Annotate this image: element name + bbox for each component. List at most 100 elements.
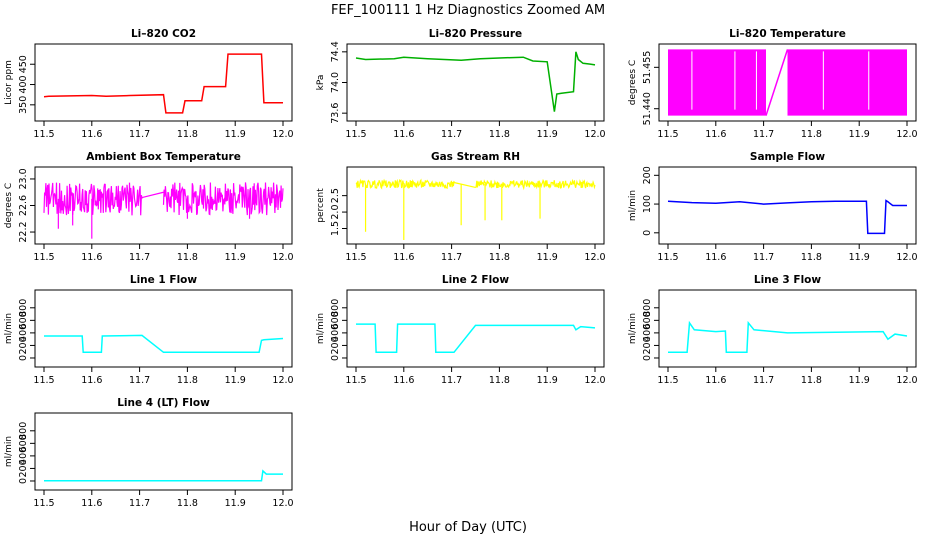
- panel-title: Li–820 CO2: [131, 28, 196, 40]
- plot-area: [44, 334, 284, 354]
- y-axis-label: ml/min: [4, 436, 14, 467]
- plot-frame: [346, 166, 605, 245]
- x-tick-label: 11.5: [33, 375, 54, 386]
- y-tick-label: 600: [642, 311, 653, 329]
- series-line: [355, 178, 455, 190]
- x-tick-label: 11.6: [705, 252, 726, 263]
- y-tick-label: 400: [18, 447, 29, 465]
- chart-panel-2: Li–820 Pressure kPa 11.5 11.6 11.7 11.8 11.9 12…: [316, 28, 606, 140]
- series-line: [668, 320, 908, 354]
- y-axis-label: kPa: [316, 75, 326, 91]
- series-line: [43, 182, 143, 216]
- x-tick-label: 12.0: [272, 375, 293, 386]
- series-line: [162, 182, 284, 216]
- chart-panel-1: Li–820 CO2 Licor ppm 11.5 11.6 11.7 11.8 11.9 1…: [4, 28, 294, 140]
- panel-title: Li–820 Temperature: [729, 28, 846, 40]
- y-tick-label: 100: [642, 195, 653, 213]
- x-tick-label: 11.5: [345, 375, 366, 386]
- plot-frame: [34, 166, 293, 245]
- panel-title: Line 3 Flow: [754, 274, 821, 286]
- x-tick-label: 11.9: [537, 252, 558, 263]
- series-line: [475, 178, 596, 191]
- x-tick-label: 12.0: [896, 129, 917, 140]
- plot-frame: [346, 289, 605, 368]
- x-tick-label: 11.9: [849, 375, 870, 386]
- chart-panel-6: Sample Flow ml/min 11.5 11.6 11.7 11.8 11.9 12.…: [628, 151, 918, 263]
- panel-title: Line 4 (LT) Flow: [117, 397, 210, 409]
- x-tick-label: 11.9: [537, 129, 558, 140]
- x-tick-label: 11.8: [489, 375, 510, 386]
- x-tick-label: 11.6: [393, 252, 414, 263]
- series-line: [43, 53, 283, 114]
- y-tick-label: 22.6: [18, 195, 29, 216]
- data-band: [668, 49, 766, 116]
- y-axis-label: ml/min: [4, 313, 14, 344]
- x-tick-label: 11.9: [849, 129, 870, 140]
- y-tick-label: 200: [642, 166, 653, 184]
- x-tick-label: 11.5: [345, 129, 366, 140]
- panel-title: Gas Stream RH: [431, 151, 520, 163]
- y-tick-label: 2.5: [330, 188, 341, 203]
- chart-panel-10: Line 4 (LT) Flow ml/min 11.5 11.6 11.7 11.8 11…: [4, 397, 294, 509]
- plot-frame: [658, 166, 917, 245]
- x-tick-label: 11.7: [129, 252, 150, 263]
- plot-area: [356, 323, 596, 354]
- x-tick-label: 11.8: [489, 129, 510, 140]
- y-tick-label: 22.2: [18, 221, 29, 242]
- x-tick-label: 11.7: [441, 129, 462, 140]
- y-tick-label: 0: [330, 355, 341, 361]
- plot-area: [43, 53, 283, 114]
- data-band: [787, 49, 907, 116]
- x-tick-label: 11.9: [849, 252, 870, 263]
- y-tick-label: 400: [18, 324, 29, 342]
- y-axis-label: percent: [316, 188, 326, 223]
- chart-panel-5: Gas Stream RH percent 11.5 11.6 11.7 11.8 11.9…: [316, 151, 606, 263]
- plot-area: [43, 182, 284, 239]
- y-tick-label: 23.0: [18, 168, 29, 189]
- y-tick-label: 0: [642, 355, 653, 361]
- x-tick-label: 11.6: [705, 129, 726, 140]
- x-tick-label: 11.8: [489, 252, 510, 263]
- y-tick-label: 0: [642, 230, 653, 236]
- figure-title: FEF_100111 1 Hz Diagnostics Zoomed AM: [331, 3, 605, 18]
- panel-title: Line 1 Flow: [130, 274, 197, 286]
- y-tick-label: 800: [330, 299, 341, 317]
- y-tick-label: 350: [18, 96, 29, 114]
- series-line: [44, 469, 283, 482]
- x-tick-label: 11.7: [129, 375, 150, 386]
- x-tick-label: 11.7: [753, 252, 774, 263]
- y-tick-label: 200: [642, 336, 653, 354]
- series-line: [356, 323, 596, 354]
- y-tick-label: 200: [18, 459, 29, 477]
- plot-frame: [658, 289, 917, 368]
- x-tick-label: 11.5: [657, 375, 678, 386]
- x-tick-label: 11.8: [177, 129, 198, 140]
- plot-area: [668, 320, 908, 354]
- x-tick-label: 11.9: [225, 498, 246, 509]
- chart-panel-8: Line 2 Flow ml/min 11.5 11.6 11.7 11.8 11.9 12.…: [316, 274, 606, 386]
- plot-frame: [34, 412, 293, 491]
- x-tick-label: 11.7: [129, 498, 150, 509]
- plot-frame: [658, 43, 917, 122]
- x-tick-label: 11.6: [81, 129, 102, 140]
- x-tick-label: 11.6: [81, 498, 102, 509]
- y-tick-label: 51.455: [642, 51, 653, 84]
- plot-area: [44, 469, 283, 482]
- y-tick-label: 400: [330, 324, 341, 342]
- panel-title: Line 2 Flow: [442, 274, 509, 286]
- plot-frame: [346, 43, 605, 122]
- y-axis-label: degrees C: [628, 60, 638, 105]
- x-tick-label: 11.8: [177, 375, 198, 386]
- x-tick-label: 11.8: [801, 129, 822, 140]
- x-tick-label: 11.5: [345, 252, 366, 263]
- x-tick-label: 12.0: [584, 129, 605, 140]
- y-tick-label: 74.0: [330, 72, 341, 93]
- x-tick-label: 11.6: [393, 129, 414, 140]
- x-tick-label: 12.0: [272, 498, 293, 509]
- x-tick-label: 11.7: [129, 129, 150, 140]
- x-tick-label: 11.5: [33, 498, 54, 509]
- x-tick-label: 11.7: [753, 129, 774, 140]
- y-tick-label: 400: [18, 75, 29, 93]
- x-tick-label: 11.7: [753, 375, 774, 386]
- x-axis-label: Hour of Day (UTC): [409, 520, 527, 535]
